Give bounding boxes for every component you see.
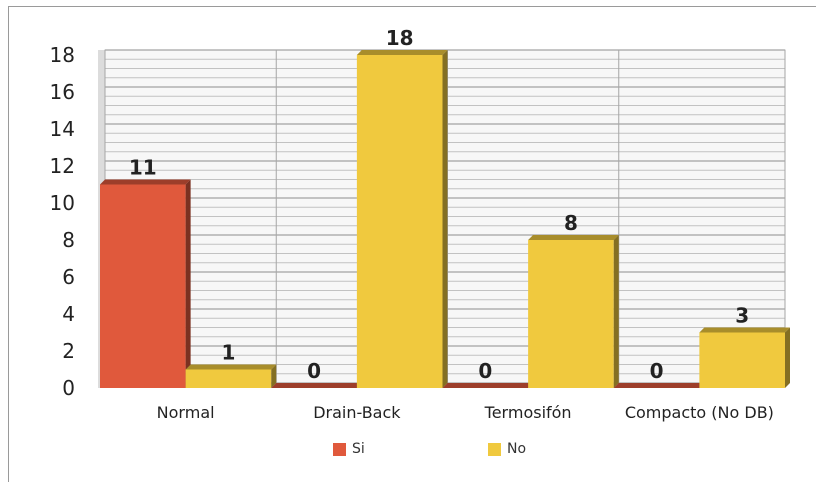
- y-tick-label: 6: [62, 265, 75, 289]
- bar-side: [442, 50, 448, 388]
- y-tick-label: 10: [50, 191, 75, 215]
- x-tick-label: Compacto (No DB): [625, 403, 774, 422]
- bar-top: [442, 383, 534, 388]
- y-tick-label: 8: [62, 228, 75, 252]
- data-label: 18: [386, 26, 414, 50]
- legend-label-no: No: [507, 441, 527, 457]
- bar: [699, 332, 785, 388]
- legend-swatch-no: [488, 442, 501, 456]
- x-tick-label: Drain-Back: [313, 403, 401, 422]
- bar: [185, 369, 272, 388]
- data-label: 3: [735, 304, 749, 328]
- bar: [100, 184, 186, 388]
- bar-top: [100, 179, 191, 185]
- data-label: 11: [129, 156, 157, 180]
- x-tick-label: Termosifón: [484, 403, 572, 422]
- y-tick-label: 14: [50, 117, 75, 141]
- y-tick-label: 16: [50, 80, 75, 104]
- x-tick-label: Normal: [157, 403, 215, 422]
- bar: [528, 240, 614, 388]
- bar-top: [356, 50, 448, 55]
- legend-item-si: Si: [333, 441, 365, 457]
- bar-side: [271, 364, 277, 388]
- y-tick-label: 12: [50, 154, 75, 178]
- legend-label-si: Si: [352, 441, 365, 457]
- y-tick-label: 2: [62, 339, 75, 363]
- y-tick-label: 0: [62, 376, 75, 400]
- data-label: 0: [478, 359, 492, 383]
- y-tick-label: 18: [50, 43, 75, 67]
- bar-side: [185, 179, 191, 388]
- legend: Si No: [0, 441, 817, 465]
- bar-side: [785, 327, 790, 388]
- bar-top: [185, 364, 277, 370]
- bar: [356, 55, 443, 388]
- bar-top: [699, 327, 790, 333]
- bar-top: [271, 383, 362, 388]
- legend-swatch-si: [333, 442, 346, 456]
- bar-side: [613, 235, 619, 388]
- legend-item-no: No: [488, 441, 526, 457]
- data-label: 1: [221, 341, 235, 365]
- data-label: 0: [307, 359, 321, 383]
- bar-top: [613, 383, 705, 388]
- data-label: 8: [564, 211, 578, 235]
- bar-top: [528, 235, 619, 240]
- data-label: 0: [650, 359, 664, 383]
- chart-frame: [8, 6, 816, 482]
- y-tick-label: 4: [62, 302, 75, 326]
